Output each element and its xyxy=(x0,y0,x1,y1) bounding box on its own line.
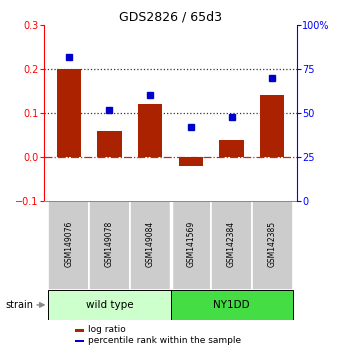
Text: log ratio: log ratio xyxy=(88,325,125,334)
Title: GDS2826 / 65d3: GDS2826 / 65d3 xyxy=(119,11,222,24)
Text: GSM149078: GSM149078 xyxy=(105,221,114,267)
Bar xyxy=(211,201,252,290)
Bar xyxy=(170,201,211,290)
Bar xyxy=(75,330,84,332)
Bar xyxy=(170,290,293,320)
Bar xyxy=(138,104,162,157)
Text: GSM141569: GSM141569 xyxy=(186,221,195,267)
Bar xyxy=(89,201,130,290)
Text: strain: strain xyxy=(5,300,33,310)
Text: GSM149084: GSM149084 xyxy=(146,221,155,267)
Text: GSM149076: GSM149076 xyxy=(64,221,73,267)
Bar xyxy=(75,340,84,342)
Bar xyxy=(97,131,122,157)
Bar xyxy=(48,201,89,290)
Bar xyxy=(57,69,81,157)
Bar xyxy=(252,201,293,290)
Bar xyxy=(130,201,170,290)
Bar xyxy=(219,139,244,157)
Bar xyxy=(260,96,284,157)
Text: GSM142385: GSM142385 xyxy=(268,221,277,267)
Bar xyxy=(48,290,170,320)
Text: wild type: wild type xyxy=(86,300,133,310)
Text: GSM142384: GSM142384 xyxy=(227,221,236,267)
Text: percentile rank within the sample: percentile rank within the sample xyxy=(88,336,241,345)
Text: NY1DD: NY1DD xyxy=(213,300,250,310)
Bar xyxy=(179,157,203,166)
